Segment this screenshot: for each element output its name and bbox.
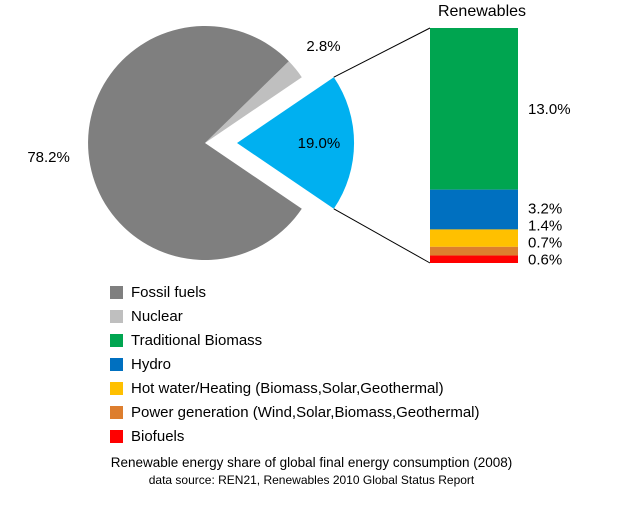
chart-canvas: 19.0% 2.8% 78.2% Renewables 13.0% 3.2%1.4%0.7… xyxy=(27,3,571,268)
legend-item-power-generation-wind-solar-biomass-geothermal: Power generation (Wind,Solar,Biomass,Geo… xyxy=(110,404,623,421)
bar-value-label-power-generation-wind-solar-biomass-geothermal: 0.7% xyxy=(528,234,562,251)
bar-value-label-biofuels: 0.6% xyxy=(528,251,562,268)
bar-value-label-traditional-biomass: 13.0% xyxy=(528,101,571,118)
bar-segment-biofuels xyxy=(430,255,518,263)
legend-swatch-hydro xyxy=(110,358,123,371)
legend-swatch-hot-water-heating-biomass-solar-geothermal xyxy=(110,382,123,395)
pie-slice-nuclear xyxy=(205,61,302,143)
pie-value-label-renewables: 19.0% xyxy=(298,135,341,152)
legend-item-biofuels: Biofuels xyxy=(110,428,623,445)
bar-value-label-hydro: 3.2% xyxy=(528,200,562,217)
legend-item-hot-water-heating-biomass-solar-geothermal: Hot water/Heating (Biomass,Solar,Geother… xyxy=(110,380,623,397)
legend-label: Fossil fuels xyxy=(131,284,207,301)
legend-label: Hydro xyxy=(131,356,172,373)
legend-swatch-nuclear xyxy=(110,310,123,323)
bar-title: Renewables xyxy=(438,3,526,20)
pie-slice-fossil-fuels xyxy=(88,26,302,261)
chart-caption: Renewable energy share of global final e… xyxy=(110,455,513,470)
pie-value-label-fossil-fuels: 78.2% xyxy=(27,149,70,166)
chart-caption-block: Renewable energy share of global final e… xyxy=(0,455,623,487)
legend-label: Nuclear xyxy=(131,308,183,325)
legend-swatch-fossil-fuels xyxy=(110,286,123,299)
legend-swatch-power-generation-wind-solar-biomass-geothermal xyxy=(110,406,123,419)
legend-label: Power generation (Wind,Solar,Biomass,Geo… xyxy=(131,404,480,421)
legend-swatch-biofuels xyxy=(110,430,123,443)
bar-segment-hydro xyxy=(430,189,518,230)
legend-label: Hot water/Heating (Biomass,Solar,Geother… xyxy=(131,380,444,397)
pie-value-label-nuclear: 2.8% xyxy=(306,38,340,55)
legend-swatch-traditional-biomass xyxy=(110,334,123,347)
bar-value-label-hot-water-heating-biomass-solar-geothermal: 1.4% xyxy=(528,217,562,234)
bar-segment-hot-water-heating-biomass-solar-geothermal xyxy=(430,229,518,247)
chart-legend: Fossil fuels Nuclear Traditional Biomass Hy… xyxy=(110,284,623,445)
connector-line-bottom xyxy=(333,208,431,264)
legend-item-hydro: Hydro xyxy=(110,356,623,373)
connector-line-top xyxy=(333,27,431,78)
legend-item-nuclear: Nuclear xyxy=(110,308,623,325)
pie-slice-renewables xyxy=(237,77,355,209)
bar-segment-power-generation-wind-solar-biomass-geothermal xyxy=(430,246,518,256)
legend-label: Traditional Biomass xyxy=(131,332,263,349)
legend-item-fossil-fuels: Fossil fuels xyxy=(110,284,623,301)
chart-source: data source: REN21, Renewables 2010 Glob… xyxy=(148,473,475,487)
legend-item-traditional-biomass: Traditional Biomass xyxy=(110,332,623,349)
bar-segment-traditional-biomass xyxy=(430,28,518,190)
legend-label: Biofuels xyxy=(131,428,185,445)
